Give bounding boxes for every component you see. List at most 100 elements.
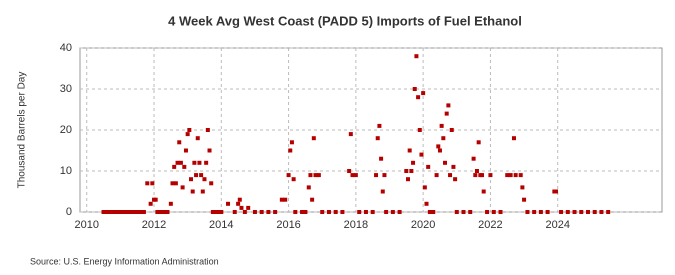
point (168, 201, 173, 206)
point (194, 173, 199, 178)
point (273, 210, 278, 214)
point (266, 210, 271, 214)
point (172, 164, 177, 169)
point (426, 164, 431, 169)
point (377, 123, 382, 128)
point (259, 210, 264, 214)
point (384, 210, 389, 214)
point (491, 210, 496, 214)
point (246, 205, 251, 210)
point (424, 201, 429, 206)
point (525, 210, 530, 214)
y-axis-label: Thousand Barrels per Day (17, 72, 28, 189)
point (437, 148, 442, 153)
point (606, 210, 611, 214)
point (554, 189, 559, 194)
x-tick-label: 2024 (545, 219, 569, 231)
point (308, 173, 313, 178)
point (468, 210, 473, 214)
point (585, 210, 590, 214)
point (242, 210, 247, 214)
point (158, 210, 163, 214)
point (115, 210, 120, 214)
point (340, 210, 345, 214)
point (409, 169, 414, 173)
point (374, 173, 379, 178)
point (111, 210, 116, 214)
point (121, 210, 126, 214)
point (153, 197, 158, 202)
point (175, 160, 180, 165)
x-tick-label: 2012 (142, 219, 166, 231)
point (461, 210, 466, 214)
point (375, 136, 380, 141)
point (141, 210, 146, 214)
point (416, 95, 421, 100)
point (286, 173, 291, 178)
point (200, 189, 205, 194)
x-tick-label: 2018 (344, 219, 368, 231)
point (421, 91, 426, 96)
y-tick-label: 40 (60, 42, 72, 54)
point (370, 210, 375, 214)
point (209, 181, 214, 186)
point (538, 210, 543, 214)
point (390, 210, 395, 214)
point (150, 181, 155, 186)
point (444, 111, 449, 116)
point (545, 210, 550, 214)
point (508, 173, 513, 178)
point (215, 210, 220, 214)
point (291, 177, 296, 182)
point (599, 210, 604, 214)
point (382, 173, 387, 178)
point (131, 210, 136, 214)
point (397, 210, 402, 214)
point (439, 123, 444, 128)
point (279, 197, 284, 202)
point (406, 177, 411, 182)
chart-title: 4 Week Avg West Coast (PADD 5) Imports o… (168, 13, 522, 28)
point (189, 177, 194, 182)
point (488, 173, 493, 178)
point (454, 210, 459, 214)
point (350, 173, 355, 178)
point (303, 210, 308, 214)
point (183, 148, 188, 153)
point (195, 136, 200, 141)
point (363, 210, 368, 214)
point (443, 160, 448, 165)
point (125, 210, 130, 214)
point (232, 210, 237, 214)
point (178, 160, 183, 165)
point (283, 197, 288, 202)
point (498, 210, 503, 214)
point (293, 210, 298, 214)
point (185, 132, 190, 137)
point (379, 156, 384, 161)
point (518, 173, 523, 178)
point (480, 173, 485, 178)
point (180, 185, 185, 190)
source-note: Source: U.S. Energy Information Administ… (30, 256, 219, 266)
x-tick-label: 2020 (411, 219, 435, 231)
point (288, 148, 293, 153)
point (212, 210, 217, 214)
point (347, 169, 352, 173)
point (148, 201, 153, 206)
point (187, 128, 192, 132)
point (522, 197, 527, 202)
point (239, 205, 244, 210)
point (173, 181, 178, 186)
point (155, 210, 160, 214)
point (579, 210, 584, 214)
point (481, 189, 486, 194)
point (473, 173, 478, 178)
point (197, 160, 202, 165)
point (182, 164, 187, 169)
point (520, 185, 525, 190)
point (128, 210, 133, 214)
point (412, 87, 417, 91)
point (448, 173, 453, 178)
